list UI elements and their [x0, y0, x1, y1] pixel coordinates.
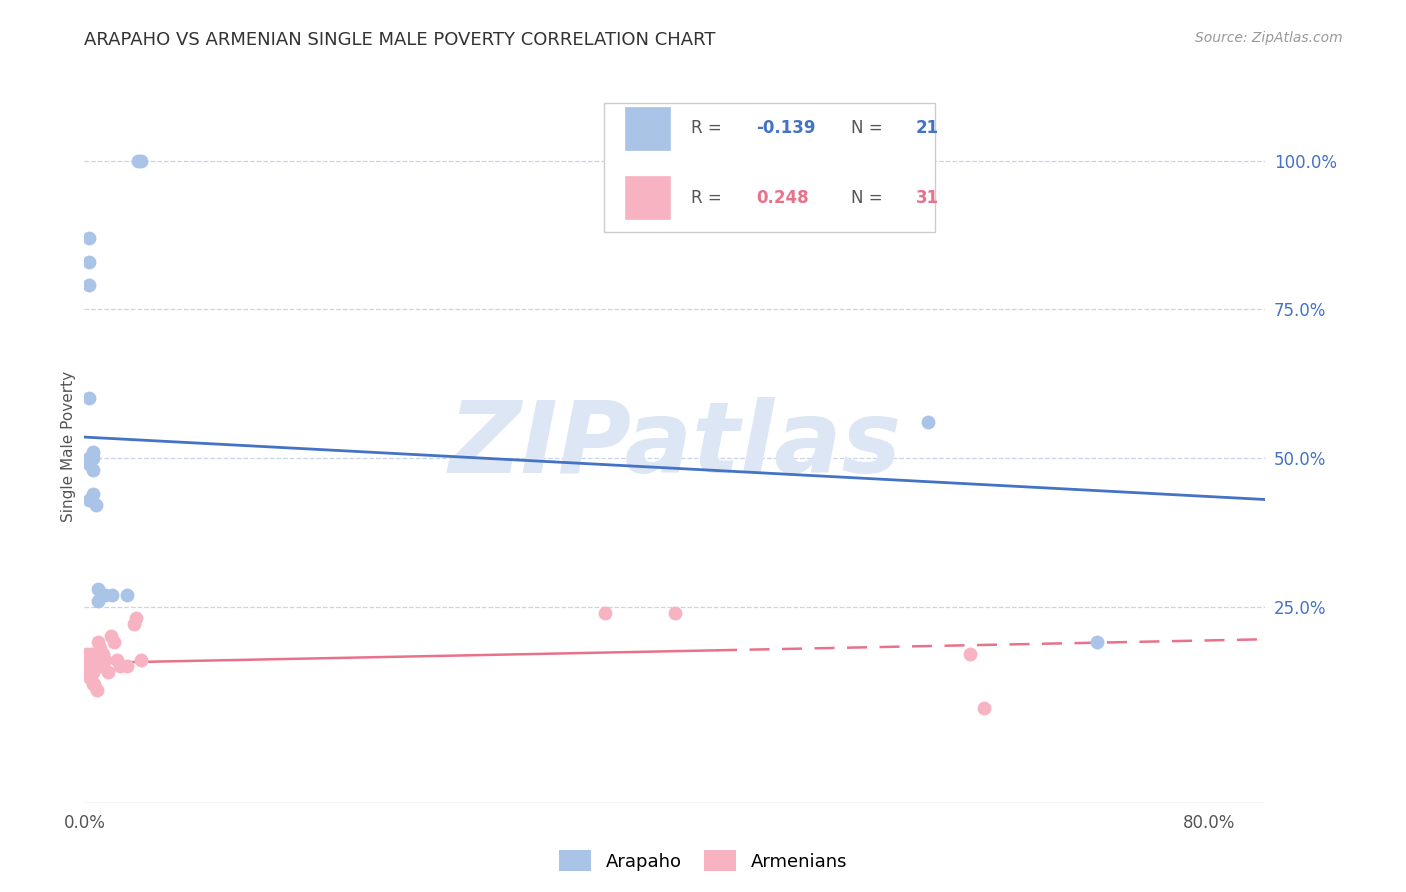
Text: -0.139: -0.139 — [756, 120, 815, 137]
Point — [77, 457, 100, 471]
Point — [82, 677, 104, 691]
Legend: Arapaho, Armenians: Arapaho, Armenians — [551, 843, 855, 879]
Point — [97, 665, 120, 679]
Point — [86, 682, 108, 697]
Point — [89, 641, 111, 656]
Point — [84, 499, 107, 513]
Point — [105, 653, 128, 667]
Point — [77, 450, 100, 465]
Point — [77, 392, 100, 406]
Point — [84, 659, 107, 673]
Point — [77, 231, 100, 245]
Text: R =: R = — [692, 189, 727, 207]
Point — [917, 415, 939, 429]
Point — [127, 153, 149, 168]
Point — [101, 588, 124, 602]
Point — [87, 593, 110, 607]
Text: ARAPAHO VS ARMENIAN SINGLE MALE POVERTY CORRELATION CHART: ARAPAHO VS ARMENIAN SINGLE MALE POVERTY … — [84, 31, 716, 49]
Point — [83, 653, 105, 667]
Point — [77, 653, 100, 667]
Point — [125, 611, 148, 625]
Point — [83, 677, 105, 691]
Text: N =: N = — [851, 189, 887, 207]
Text: 31: 31 — [915, 189, 939, 207]
Point — [82, 445, 104, 459]
Point — [77, 492, 100, 507]
FancyBboxPatch shape — [626, 107, 671, 150]
Text: 21: 21 — [915, 120, 939, 137]
Point — [129, 653, 152, 667]
Point — [79, 659, 101, 673]
Point — [80, 647, 103, 661]
Point — [77, 278, 100, 293]
Point — [94, 588, 117, 602]
Text: R =: R = — [692, 120, 727, 137]
Point — [77, 254, 100, 268]
Y-axis label: Single Male Poverty: Single Male Poverty — [60, 370, 76, 522]
Point — [87, 635, 110, 649]
Point — [108, 659, 131, 673]
Point — [973, 700, 995, 714]
Point — [1085, 635, 1108, 649]
Point — [115, 588, 138, 602]
FancyBboxPatch shape — [626, 177, 671, 219]
Point — [77, 665, 100, 679]
Point — [90, 659, 112, 673]
Point — [76, 647, 98, 661]
Point — [87, 582, 110, 596]
Point — [959, 647, 981, 661]
Point — [129, 153, 152, 168]
Point — [91, 647, 114, 661]
Text: 0.248: 0.248 — [756, 189, 808, 207]
Text: N =: N = — [851, 120, 887, 137]
Point — [593, 606, 616, 620]
Point — [82, 463, 104, 477]
Point — [79, 671, 101, 685]
Point — [80, 659, 103, 673]
FancyBboxPatch shape — [605, 103, 935, 232]
Point — [100, 629, 122, 643]
Point — [94, 653, 117, 667]
Text: Source: ZipAtlas.com: Source: ZipAtlas.com — [1195, 31, 1343, 45]
Point — [122, 617, 145, 632]
Text: ZIPatlas: ZIPatlas — [449, 398, 901, 494]
Point — [103, 635, 125, 649]
Point — [82, 450, 104, 465]
Point — [664, 606, 686, 620]
Point — [115, 659, 138, 673]
Point — [82, 665, 104, 679]
Point — [82, 486, 104, 500]
